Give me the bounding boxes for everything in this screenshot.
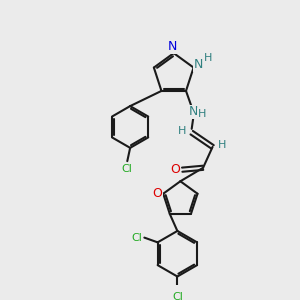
Text: N: N [194,58,203,71]
Text: H: H [178,126,186,136]
Text: Cl: Cl [122,164,133,174]
Text: O: O [153,187,163,200]
Text: Cl: Cl [131,232,142,243]
Text: Cl: Cl [172,292,183,300]
Text: H: H [204,53,212,63]
Text: H: H [198,109,206,119]
Text: N: N [168,40,178,53]
Text: N: N [189,105,198,118]
Text: O: O [171,163,181,176]
Text: H: H [218,140,226,150]
